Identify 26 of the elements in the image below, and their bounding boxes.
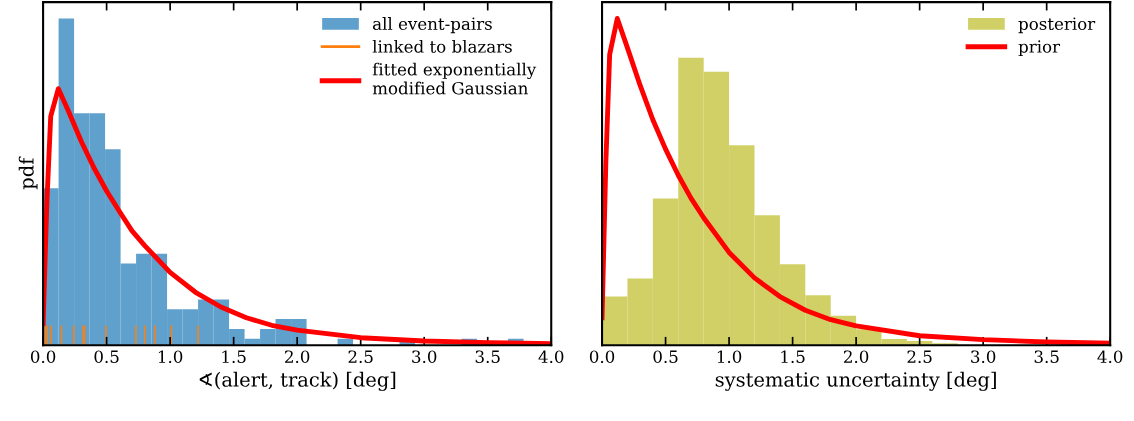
x-tick-label: 4.0 (1097, 350, 1123, 363)
x-axis-title: ∢(alert, track) [deg] (199, 371, 396, 391)
x-tick-label: 2.0 (843, 350, 869, 363)
x-tick-label: 2.5 (907, 350, 932, 363)
x-tick-label: 4.0 (538, 350, 564, 363)
x-tick-label: 1.0 (717, 350, 742, 363)
x-tick-label: 1.0 (158, 350, 183, 363)
x-tick-label: 3.0 (412, 350, 437, 363)
x-tick-label: 2.0 (285, 350, 310, 363)
legend-label: fitted exponentially modified Gaussian (372, 62, 537, 95)
x-tick-label: 3.5 (1034, 350, 1059, 363)
x-tick-label: 3.5 (475, 350, 500, 363)
x-tick-label: 3.0 (971, 350, 996, 363)
x-tick-label: 0.0 (589, 350, 615, 363)
x-tick-label: 1.5 (222, 350, 246, 363)
legend-label: posterior (1018, 17, 1096, 34)
x-tick-label: 1.5 (781, 350, 805, 363)
x-tick-label: 2.5 (348, 350, 373, 363)
x-tick-label: 0.5 (94, 350, 119, 363)
legend-label: all event-pairs (372, 17, 492, 34)
y-axis-title: pdf (18, 156, 38, 190)
legend-label: linked to blazars (372, 39, 512, 53)
x-tick-label: 0.0 (30, 350, 56, 363)
x-axis-title: systematic uncertainty [deg] (715, 371, 996, 391)
legend-label: prior (1018, 40, 1061, 57)
x-tick-label: 0.5 (653, 350, 678, 363)
